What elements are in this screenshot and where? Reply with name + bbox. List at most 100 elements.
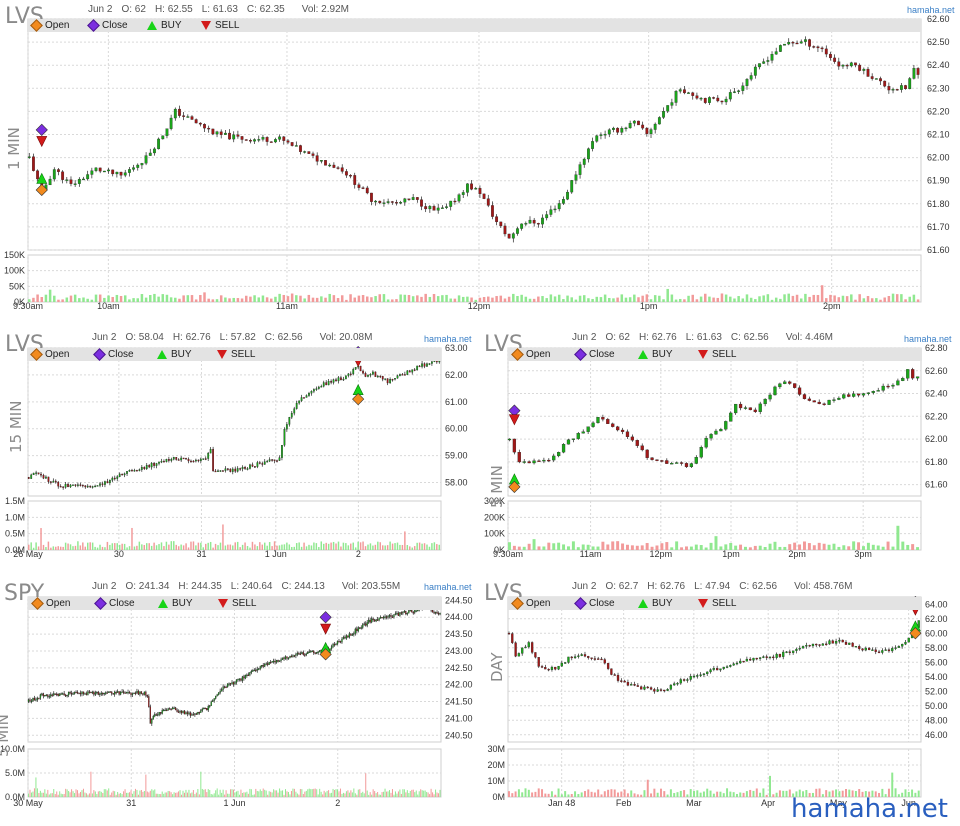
candle-body [324, 160, 327, 166]
volume-bar [332, 295, 336, 302]
volume-bar [44, 789, 46, 797]
volume-bar [327, 543, 330, 550]
chart-canvas-lvs-day: 64.0062.0060.0058.0056.0054.0052.0050.00… [487, 595, 948, 808]
candle-body [105, 692, 107, 694]
candle-body [599, 134, 603, 136]
candle-body [858, 64, 862, 71]
candle-body [571, 438, 576, 440]
candle-body [350, 633, 352, 636]
volume-bar [901, 541, 905, 550]
legend-sell: SELL [201, 19, 239, 32]
ohlc-header: Jun 2 O: 62 H: 62.76 L: 61.63 C: 62.56 Vol: 4… [572, 332, 842, 343]
volume-bar [384, 545, 386, 550]
candle-body [85, 693, 88, 695]
volume-bar [532, 539, 536, 550]
volume-bar [835, 789, 838, 797]
volume-bar [729, 542, 733, 550]
candle-body [300, 397, 303, 401]
brand-link[interactable]: hamaha.net [904, 334, 952, 344]
volume-bar [399, 294, 402, 302]
candle-body [47, 476, 50, 482]
volume-bar [397, 791, 399, 797]
candle-body [140, 691, 143, 694]
candle-body [576, 433, 580, 439]
brand-link[interactable]: hamaha.net [907, 5, 955, 15]
volume-bar [85, 793, 87, 797]
candle-body [577, 655, 580, 657]
candle-body [752, 657, 755, 661]
volume-bar [400, 793, 402, 797]
candle-body [122, 691, 125, 693]
volume-bar [336, 298, 340, 302]
volume-bar [439, 789, 441, 797]
candle-body [783, 43, 786, 46]
volume-bar [267, 794, 269, 797]
volume-bar [192, 790, 194, 797]
volume-bar [109, 544, 111, 550]
candle-body [375, 619, 377, 622]
candle-body [768, 394, 772, 400]
volume-bar [36, 294, 39, 302]
volume-bar [773, 541, 777, 550]
volume-bar [238, 794, 240, 797]
candle-body [716, 97, 720, 102]
volume-bar [203, 292, 206, 302]
volume-bar [907, 791, 910, 797]
candle-body [908, 78, 912, 90]
candle-body [801, 646, 805, 649]
candle-body [69, 484, 72, 488]
volume-bar [386, 545, 389, 550]
candle-body [382, 202, 386, 204]
volume-bar [115, 794, 117, 797]
candle-body [749, 75, 753, 80]
brand-link[interactable]: hamaha.net [424, 582, 472, 592]
volume-bar [79, 791, 81, 797]
volume-tick-label: 10M [487, 776, 505, 786]
candle-body [606, 662, 610, 669]
candle-body [198, 711, 200, 714]
candle-body [414, 610, 416, 613]
candle-body [743, 407, 748, 409]
header-date: Jun 2 [572, 581, 597, 592]
volume-bar [541, 296, 544, 302]
candle-body [111, 477, 114, 481]
candle-body [520, 223, 524, 229]
volume-bar [350, 543, 352, 550]
candle-body [670, 463, 674, 465]
volume-bar [527, 789, 530, 797]
candle-body [115, 171, 119, 175]
volume-bar [372, 545, 374, 550]
candle-body [547, 459, 551, 462]
volume-bar [729, 791, 732, 797]
volume-bar [189, 793, 191, 797]
volume-bar [168, 544, 170, 550]
brand-link[interactable]: hamaha.net [424, 334, 472, 344]
candle-body [916, 68, 920, 75]
volume-bar [190, 295, 194, 302]
candle-body [182, 115, 186, 117]
volume-bar [271, 792, 273, 797]
volume-bar [426, 544, 428, 550]
volume-bar [266, 545, 268, 550]
volume-bar [117, 791, 119, 797]
volume-bar [350, 790, 352, 797]
volume-bar [587, 298, 590, 302]
sell-arrow-icon [201, 20, 211, 30]
candle-body [899, 85, 903, 90]
candle-body [904, 85, 907, 90]
volume-bar [645, 543, 649, 550]
volume-bar [98, 294, 102, 302]
candle-body [557, 452, 561, 457]
volume-bar [862, 546, 865, 550]
candle-body [413, 369, 416, 371]
candle-body [347, 635, 349, 638]
volume-bar [82, 297, 85, 302]
volume-bar [799, 298, 803, 302]
volume-bar [418, 542, 421, 550]
candle-body [387, 616, 389, 618]
volume-bar [787, 293, 790, 302]
candle-body [290, 412, 293, 418]
candle-body [106, 692, 108, 694]
candle-body [466, 183, 469, 193]
volume-bar [696, 790, 699, 797]
